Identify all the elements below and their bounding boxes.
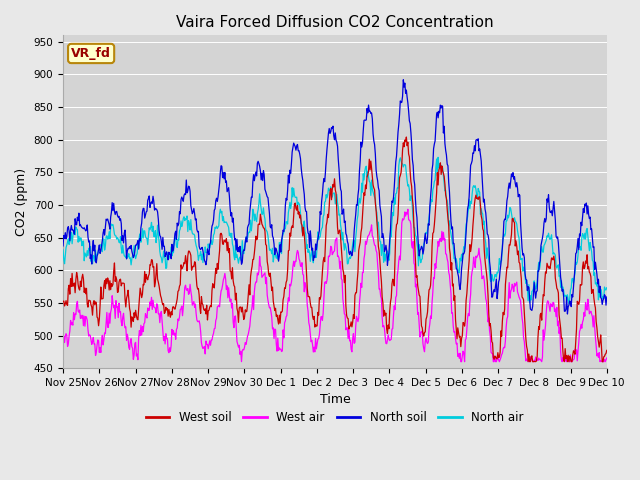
Text: VR_fd: VR_fd: [71, 47, 111, 60]
Title: Vaira Forced Diffusion CO2 Concentration: Vaira Forced Diffusion CO2 Concentration: [176, 15, 493, 30]
Legend: West soil, West air, North soil, North air: West soil, West air, North soil, North a…: [141, 407, 529, 429]
Y-axis label: CO2 (ppm): CO2 (ppm): [15, 168, 28, 236]
X-axis label: Time: Time: [319, 394, 350, 407]
